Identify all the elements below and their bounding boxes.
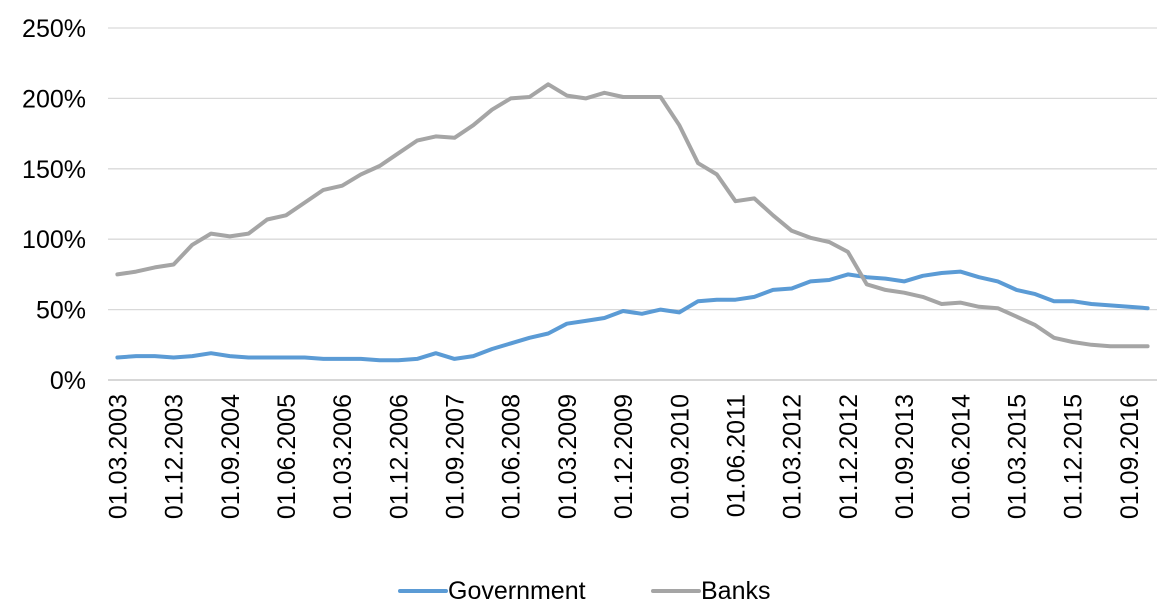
y-tick-label: 100% [22,226,86,254]
y-tick-label: 0% [50,367,86,395]
x-tick-label: 01.06.2008 [498,394,526,519]
x-tick-label: 01.09.2007 [442,394,470,519]
x-tick-label: 01.06.2005 [273,394,301,519]
x-tick-label: 01.06.2011 [723,394,751,517]
y-tick-label: 150% [22,156,86,184]
x-tick-label: 01.09.2004 [217,394,245,519]
series-banks [115,82,1150,349]
x-tick-label: 01.03.2009 [554,394,582,519]
legend-item-government: Government [398,577,586,605]
x-tick-label: 01.03.2006 [329,394,357,519]
x-tick-label: 01.12.2012 [835,394,863,519]
x-tick-label: 01.06.2014 [947,394,975,519]
series-line-government [115,269,1150,363]
legend-label-banks: Banks [701,577,770,605]
gridlines [108,27,1157,311]
series-government [115,269,1150,363]
x-tick-label: 01.12.2003 [161,394,189,519]
y-tick-label: 200% [22,85,86,113]
y-tick-label: 50% [36,297,86,325]
x-tick-label: 01.12.2009 [610,394,638,519]
legend-item-banks: Banks [651,577,770,605]
y-axis-tick-labels: 0% 50% 100% 150% 200% 250% [22,15,86,395]
x-axis-tick-labels: 01.03.2003 01.12.2003 01.09.2004 01.06.2005… [104,394,1144,519]
x-tick-label: 01.09.2013 [891,394,919,519]
x-tick-label: 01.09.2010 [666,394,694,519]
x-tick-label: 01.03.2012 [779,394,807,519]
legend-label-government: Government [448,577,586,605]
x-tick-label: 01.03.2003 [104,394,132,519]
legend: Government Banks [398,577,770,605]
x-tick-label: 01.09.2016 [1116,394,1144,519]
series-lines [115,82,1150,363]
x-tick-label: 01.12.2006 [385,394,413,519]
x-tick-label: 01.12.2015 [1060,394,1088,519]
y-tick-label: 250% [22,15,86,43]
x-tick-label: 01.03.2015 [1004,394,1032,519]
series-line-banks [115,82,1150,349]
